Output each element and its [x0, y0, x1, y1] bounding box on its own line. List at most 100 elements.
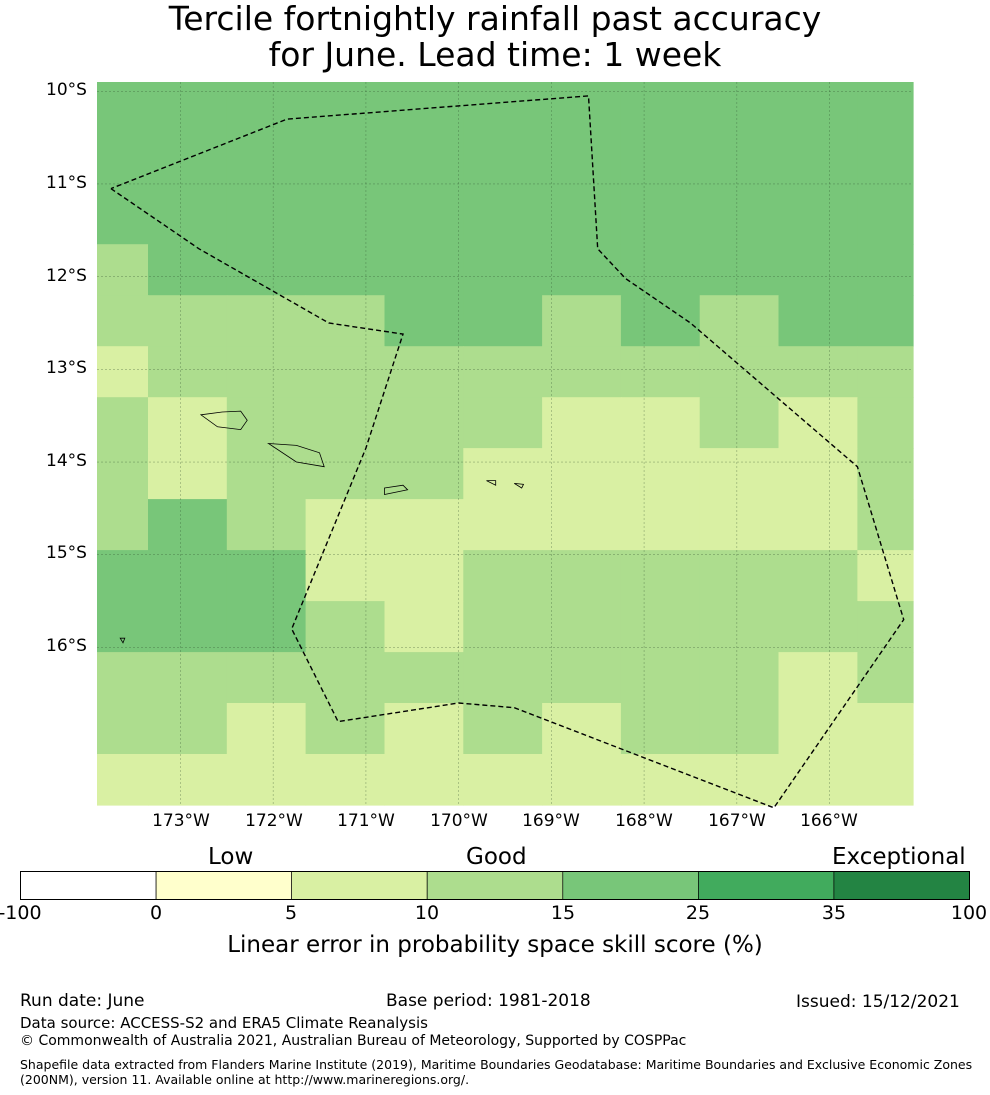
data-source: Data source: ACCESS-S2 and ERA5 Climate …	[20, 1014, 428, 1032]
skill-cell	[148, 244, 228, 296]
skill-cell	[148, 82, 228, 245]
skill-cell	[148, 499, 228, 551]
lat-label-11s: 11°S	[46, 173, 87, 193]
chart-title-line2: for June. Lead time: 1 week	[268, 35, 722, 74]
skill-cell	[699, 346, 780, 398]
island-outline	[119, 637, 126, 644]
skill-cell	[699, 397, 780, 449]
colorbar-swatch	[562, 871, 699, 900]
skill-cell	[226, 652, 307, 704]
skill-cell	[226, 703, 307, 755]
skill-cell	[778, 601, 858, 653]
lon-label-170w: 170°W	[430, 811, 488, 831]
skill-cell	[463, 295, 543, 347]
skill-cell	[620, 550, 701, 602]
skill-cell	[857, 754, 914, 806]
skill-cell	[463, 703, 543, 755]
skill-cell	[699, 703, 780, 755]
lon-label-172w: 172°W	[245, 811, 303, 831]
colorbar-xlabel: Linear error in probability space skill …	[227, 932, 763, 958]
eez-boundary	[110, 95, 905, 809]
colorbar-swatches	[20, 871, 970, 900]
skill-cell	[778, 703, 858, 755]
colorbar-tick: 35	[821, 902, 847, 924]
skill-cell	[857, 703, 914, 755]
skill-cell	[542, 244, 622, 296]
colorbar-swatch	[426, 871, 564, 900]
skill-cell	[463, 652, 543, 704]
skill-cell	[384, 346, 464, 398]
lat-label-16s: 16°S	[46, 636, 87, 656]
skill-cell	[857, 499, 914, 551]
shapefile-credit-line1: Shapefile data extracted from Flanders M…	[20, 1057, 973, 1072]
colorbar-swatch	[833, 871, 970, 900]
skill-cell	[857, 652, 914, 704]
colorbar-swatch	[291, 871, 428, 900]
skill-cell	[305, 295, 385, 347]
skill-cell	[542, 346, 622, 398]
colorbar-swatch	[155, 871, 293, 900]
graticule	[97, 82, 913, 805]
skill-cell	[857, 397, 914, 449]
colorbar-tick: 100	[950, 902, 988, 924]
skill-cell	[620, 82, 701, 245]
skill-cell	[148, 295, 228, 347]
lat-label-15s: 15°S	[46, 543, 87, 563]
skill-cell	[384, 448, 464, 500]
skill-cell	[778, 499, 858, 551]
skill-cell	[226, 295, 307, 347]
skill-cell	[97, 754, 149, 806]
colorbar-tick: 5	[284, 902, 298, 924]
colorbar-tick: 25	[685, 902, 711, 924]
island-outline	[384, 484, 409, 495]
lon-label-171w: 171°W	[337, 811, 395, 831]
skill-cell	[148, 448, 228, 500]
skill-cell	[542, 295, 622, 347]
skill-cell	[97, 244, 149, 296]
skill-cell	[384, 703, 464, 755]
skill-cell	[305, 499, 385, 551]
skill-cell	[778, 448, 858, 500]
skill-cell	[305, 754, 385, 806]
lon-label-167w: 167°W	[708, 811, 766, 831]
skill-cell	[620, 397, 701, 449]
skill-cell	[463, 244, 543, 296]
skill-cell	[699, 295, 780, 347]
skill-cell	[699, 652, 780, 704]
skill-cell	[384, 601, 464, 653]
skill-cell	[384, 499, 464, 551]
skill-cell	[542, 703, 622, 755]
island-outline	[486, 480, 497, 486]
skill-cell	[226, 346, 307, 398]
colorbar-outline	[20, 871, 970, 900]
skill-cell	[148, 346, 228, 398]
colorbar-swatch	[20, 871, 157, 900]
skill-cell	[778, 397, 858, 449]
skill-cell	[384, 295, 464, 347]
skill-cell	[857, 82, 914, 245]
issued-date: Issued: 15/12/2021	[796, 992, 960, 1012]
skill-cell	[384, 652, 464, 704]
skill-cell	[148, 754, 228, 806]
skill-cell	[97, 82, 149, 245]
skill-cell	[699, 82, 780, 245]
skill-cell	[97, 601, 149, 653]
category-good: Good	[466, 844, 527, 870]
lon-label-166w: 166°W	[800, 811, 858, 831]
category-exceptional: Exceptional	[832, 844, 966, 870]
skill-cell	[305, 601, 385, 653]
island-outline	[514, 483, 525, 489]
skill-cell	[305, 346, 385, 398]
skill-cell	[97, 499, 149, 551]
skill-grid	[97, 82, 914, 806]
skill-cell	[542, 397, 622, 449]
skill-cell	[542, 499, 622, 551]
island-outline	[267, 442, 325, 468]
skill-cell	[620, 244, 701, 296]
skill-cell	[857, 244, 914, 296]
chart-title-line1: Tercile fortnightly rainfall past accura…	[168, 0, 822, 38]
skill-cell	[778, 754, 858, 806]
skill-cell	[620, 448, 701, 500]
skill-cell	[857, 346, 914, 398]
